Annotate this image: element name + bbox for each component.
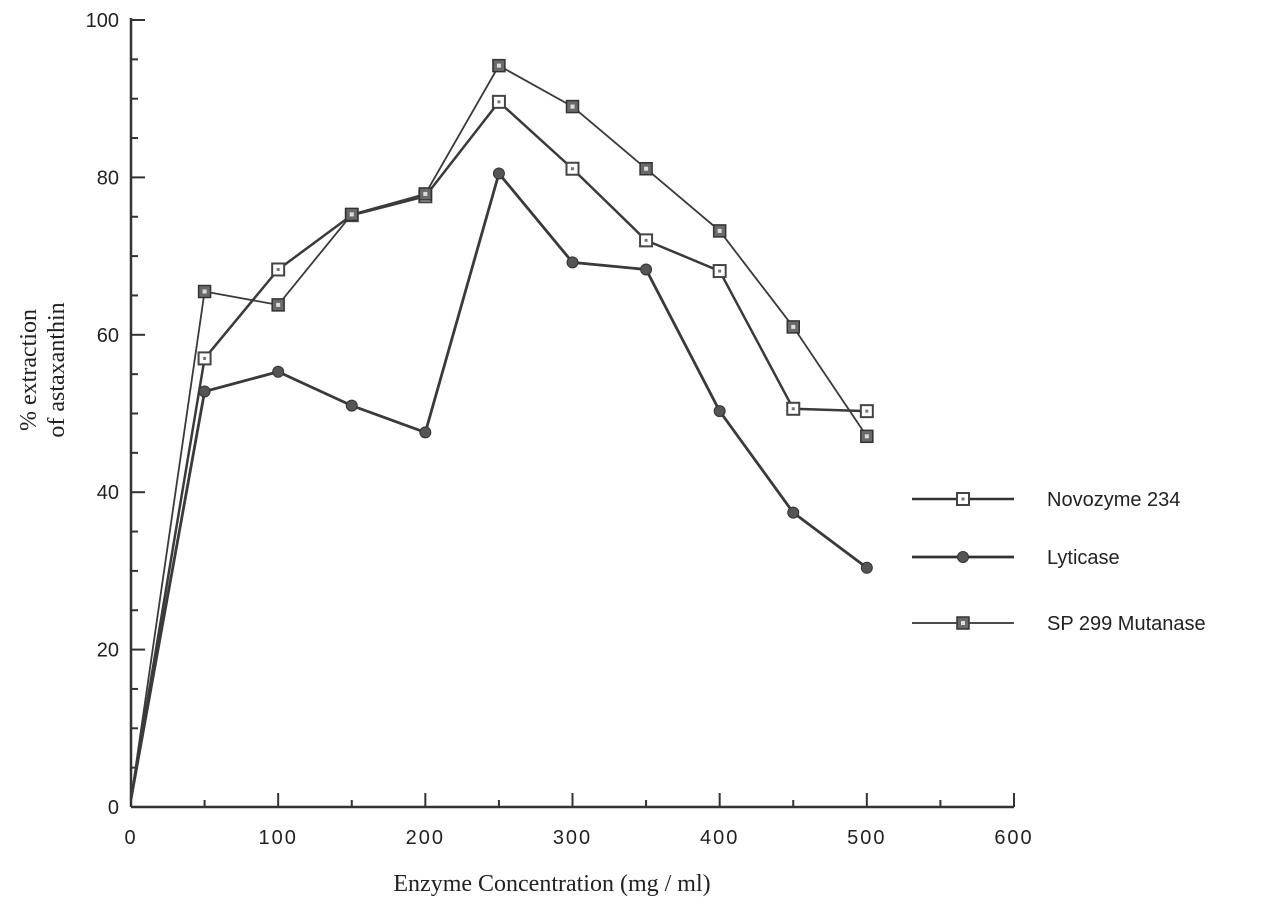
y-tick-label: 0 [108, 797, 119, 819]
data-point [272, 365, 285, 378]
legend-entry: Novozyme 234 [912, 489, 1180, 511]
data-point [197, 284, 212, 299]
axes: 0 20 40 60 80 100 0 100 200 300 400 500 600 Enzyme Co… [16, 10, 1033, 897]
legend-marker [957, 551, 969, 563]
x-tick-label: 600 [994, 827, 1033, 849]
data-point [271, 262, 286, 277]
data-point [860, 429, 874, 444]
y-tick-label: 40 [97, 482, 119, 504]
legend-marker [956, 492, 970, 506]
legend-label: Lyticase [1047, 547, 1120, 569]
data-point [786, 320, 800, 334]
y-axis-title: % extractionof astaxanthin [16, 302, 70, 437]
data-point [787, 506, 800, 519]
y-axis-title-line: % extraction [16, 309, 42, 431]
data-point [565, 99, 580, 114]
x-axis-title: Enzyme Concentration (mg / ml) [393, 871, 710, 897]
series-layer [129, 58, 874, 800]
data-point [712, 224, 727, 238]
legend-label: SP 299 Mutanase [1047, 613, 1206, 635]
data-point [786, 401, 801, 416]
x-tick-label: 300 [553, 827, 592, 849]
series-lyticase [129, 167, 873, 800]
data-point [198, 385, 211, 398]
y-tick-label: 100 [86, 10, 119, 32]
y-tick-label: 80 [97, 167, 119, 189]
series-sp-299-mutanase [130, 58, 874, 800]
data-point [418, 187, 433, 201]
x-tick-label: 0 [124, 827, 137, 849]
data-point [492, 58, 506, 73]
data-point [345, 399, 358, 412]
series-line [129, 170, 868, 800]
series-line [129, 100, 867, 800]
legend-label: Novozyme 234 [1047, 489, 1180, 511]
data-point [345, 207, 359, 222]
data-point [566, 256, 579, 269]
legend-entry: Lyticase [912, 547, 1120, 569]
data-point [713, 405, 726, 418]
x-tick-label: 200 [406, 827, 445, 849]
data-point [491, 94, 506, 109]
legend-marker [956, 616, 970, 630]
data-point [197, 351, 212, 366]
data-point [492, 167, 505, 180]
y-tick-label: 20 [97, 640, 119, 662]
data-point [271, 298, 285, 312]
data-point [640, 263, 653, 276]
data-point [565, 161, 580, 176]
data-point [639, 233, 654, 248]
legend: Novozyme 234 Lyticase SP 299 Mutanase [912, 489, 1206, 635]
x-tick-label: 500 [847, 827, 886, 849]
data-point [859, 404, 874, 419]
x-tick-label: 400 [700, 827, 739, 849]
data-point [712, 264, 727, 279]
data-point [639, 161, 653, 176]
series-novozyme-234 [129, 94, 874, 800]
legend-entry: SP 299 Mutanase [912, 613, 1206, 635]
data-point [860, 561, 873, 574]
data-point [419, 426, 432, 439]
x-tick-label: 100 [258, 827, 297, 849]
y-axis-title-line: of astaxanthin [44, 302, 70, 437]
y-tick-label: 60 [97, 325, 119, 347]
